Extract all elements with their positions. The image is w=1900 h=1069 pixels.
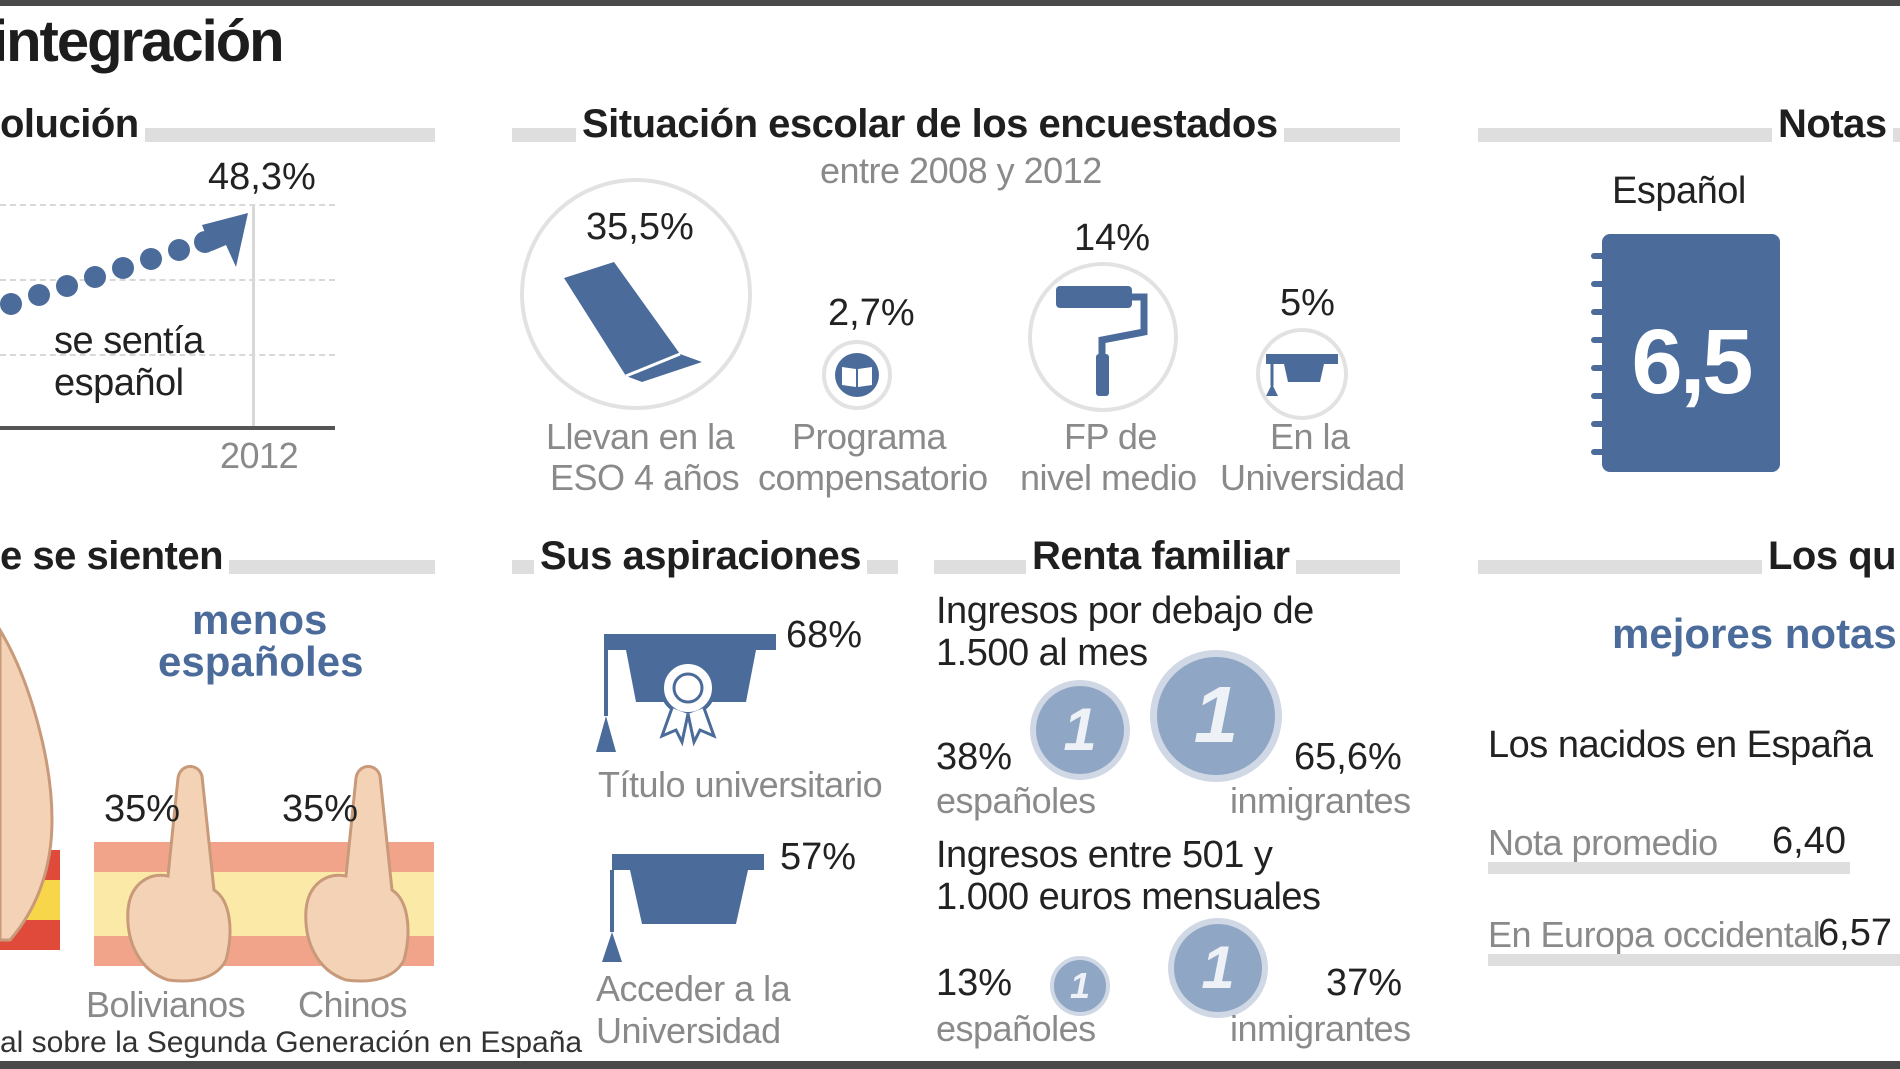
graduation-cap-icon (1266, 354, 1338, 396)
row-underline (1488, 862, 1850, 874)
bolivianos-value: 35% (104, 788, 181, 830)
aspiracion-value-1: 68% (786, 614, 863, 656)
heading-aspiraciones: Sus aspiraciones (534, 534, 868, 579)
renta-title-2a: Ingresos entre 501 y (936, 834, 1273, 876)
trend-dot (140, 248, 162, 270)
trend-dot (168, 239, 190, 261)
trend-dot (112, 257, 134, 279)
renta-inm-value-1: 65,6% (1294, 736, 1402, 778)
heading-evolucion: olución (0, 102, 145, 147)
situacion-value-4: 5% (1280, 282, 1335, 324)
gridline (0, 354, 335, 356)
page-title: integración (0, 9, 285, 74)
bolivianos-label: Bolivianos (86, 984, 246, 1025)
year-label: 2012 (220, 435, 299, 476)
evolucion-value: 48,3% (208, 156, 316, 198)
mejores-subheading: mejores notas (1612, 610, 1897, 657)
subheading-situacion: entre 2008 y 2012 (820, 150, 1102, 191)
chinos-label: Chinos (298, 984, 408, 1025)
situacion-caption-1a: Llevan en la (546, 416, 735, 457)
situacion-caption-2a: Programa (792, 416, 947, 457)
renta-title-1b: 1.500 al mes (936, 632, 1148, 674)
renta-title-2b: 1.000 euros mensuales (936, 876, 1321, 918)
top-rule (0, 0, 1900, 6)
aspiracion-caption-1: Título universitario (598, 764, 883, 805)
diploma-cap-icon (596, 634, 776, 752)
open-book-icon (835, 353, 879, 397)
mejores-row-value-1: 6,40 (1772, 820, 1846, 862)
heading-mejores: Los qu (1762, 534, 1900, 579)
renta-esp-value-2: 13% (936, 962, 1013, 1004)
bottom-rule (0, 1061, 1900, 1069)
aspiracion-caption-2a: Acceder a la (596, 968, 791, 1009)
renta-esp-label-2: españoles (936, 1008, 1096, 1049)
evolucion-label-1: se sentía (54, 320, 204, 362)
renta-esp-value-1: 38% (936, 736, 1013, 778)
trend-dot (84, 266, 106, 288)
menos-label-2: españoles (158, 638, 364, 685)
paint-roller-icon (1056, 286, 1148, 396)
notebook-rings-icon (1591, 253, 1623, 455)
coin-icon: 1 (1168, 918, 1268, 1018)
year-marker-line (252, 205, 255, 427)
row-underline (1488, 954, 1900, 966)
renta-inm-value-2: 37% (1326, 962, 1403, 1004)
mejores-row-label-2: En Europa occidental (1488, 914, 1821, 955)
situacion-caption-4a: En la (1270, 416, 1350, 457)
source-note: al sobre la Segunda Generación en España (0, 1026, 583, 1059)
gridline (0, 279, 335, 281)
coin-icon: 1 (1030, 680, 1130, 780)
mejores-group: Los nacidos en España (1488, 724, 1873, 766)
renta-inm-label-2: inmigrantes (1230, 1008, 1411, 1049)
situacion-caption-3b: nivel medio (1020, 457, 1197, 498)
notas-subject: Español (1612, 170, 1746, 212)
coin-icon: 1 (1150, 650, 1282, 782)
x-axis (0, 426, 335, 430)
renta-esp-label-1: españoles (936, 780, 1096, 821)
renta-inm-label-1: inmigrantes (1230, 780, 1411, 821)
heading-situacion: Situación escolar de los encuestados (576, 102, 1284, 147)
pointing-hand-icon (126, 765, 232, 983)
heading-renta: Renta familiar (1026, 534, 1296, 579)
situacion-caption-3a: FP de (1064, 416, 1157, 457)
mejores-row-value-2: 6,57 (1818, 912, 1892, 954)
situacion-caption-2b: compensatorio (758, 457, 988, 498)
aspiracion-caption-2b: Universidad (596, 1010, 781, 1051)
hand-flag-icon (0, 627, 60, 950)
heading-notas: Notas (1772, 102, 1893, 147)
situacion-caption-4b: Universidad (1220, 457, 1405, 498)
notas-grade: 6,5 (1631, 311, 1754, 413)
book-icon (564, 262, 702, 382)
evolucion-label-2: español (54, 362, 184, 404)
pointing-hand-icon (304, 765, 410, 983)
menos-label-1: menos (192, 596, 328, 643)
aspiracion-value-2: 57% (780, 836, 857, 878)
trend-dot (28, 284, 50, 306)
trend-dot (0, 293, 22, 315)
situacion-value-3: 14% (1074, 217, 1151, 259)
coin-icon: 1 (1050, 956, 1110, 1016)
situacion-caption-1b: ESO 4 años (550, 457, 740, 498)
gridline (0, 204, 335, 206)
trend-dot (56, 275, 78, 297)
notebook-icon (1602, 234, 1780, 472)
chinos-value: 35% (282, 788, 359, 830)
graduation-cap-icon (602, 854, 764, 962)
situacion-value-1: 35,5% (586, 206, 694, 248)
trend-arrow-icon (202, 213, 248, 267)
renta-title-1a: Ingresos por debajo de (936, 590, 1314, 632)
situacion-value-2: 2,7% (828, 292, 915, 334)
heading-sienten: e se sienten (0, 534, 230, 579)
mejores-row-label-1: Nota promedio (1488, 822, 1718, 863)
